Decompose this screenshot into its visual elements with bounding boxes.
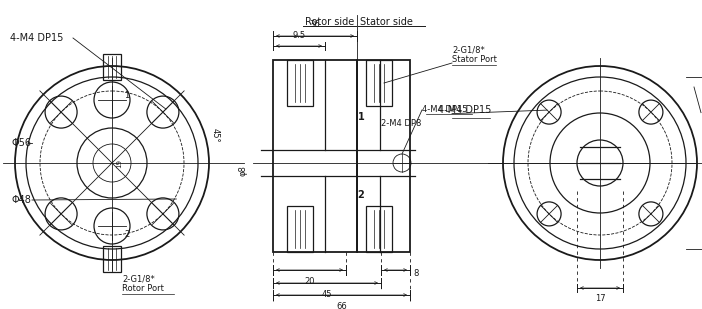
Text: Φ48: Φ48 bbox=[12, 195, 32, 205]
Bar bbox=[287, 60, 313, 106]
Text: 2-G1/8*: 2-G1/8* bbox=[452, 45, 485, 54]
Text: 2-M4 DP8: 2-M4 DP8 bbox=[381, 120, 421, 129]
Bar bbox=[357, 60, 410, 252]
Bar bbox=[103, 246, 121, 272]
Bar bbox=[103, 54, 121, 80]
Text: Φ56: Φ56 bbox=[12, 138, 32, 148]
Bar bbox=[366, 206, 392, 252]
Text: 9.5: 9.5 bbox=[293, 31, 305, 40]
Text: 4-M4 DP15: 4-M4 DP15 bbox=[438, 105, 491, 115]
Text: 36: 36 bbox=[310, 20, 320, 29]
Text: 4-M4 DP15: 4-M4 DP15 bbox=[10, 33, 63, 43]
Text: 2-G1/8*: 2-G1/8* bbox=[122, 275, 154, 284]
Text: Φ56: Φ56 bbox=[701, 105, 702, 115]
Text: 45: 45 bbox=[322, 290, 332, 299]
Text: 4-M4 DP15: 4-M4 DP15 bbox=[422, 105, 468, 115]
Text: 2: 2 bbox=[124, 230, 129, 239]
Text: Rotor Port: Rotor Port bbox=[122, 284, 164, 293]
Text: 19: 19 bbox=[116, 159, 122, 167]
Text: 66: 66 bbox=[336, 302, 347, 309]
Bar bbox=[366, 60, 392, 106]
Bar bbox=[273, 60, 357, 252]
Text: 17: 17 bbox=[595, 294, 605, 303]
Text: 45°: 45° bbox=[211, 128, 220, 142]
Text: 20: 20 bbox=[304, 277, 314, 286]
Text: φ8: φ8 bbox=[239, 165, 248, 176]
Text: 1: 1 bbox=[124, 91, 129, 100]
Text: 8: 8 bbox=[413, 269, 418, 277]
Text: 1: 1 bbox=[357, 112, 364, 122]
Text: Stator side: Stator side bbox=[360, 17, 413, 27]
Bar bbox=[287, 206, 313, 252]
Text: Stator Port: Stator Port bbox=[452, 56, 497, 65]
Text: Rotor side: Rotor side bbox=[305, 17, 354, 27]
Text: 2: 2 bbox=[357, 190, 364, 200]
